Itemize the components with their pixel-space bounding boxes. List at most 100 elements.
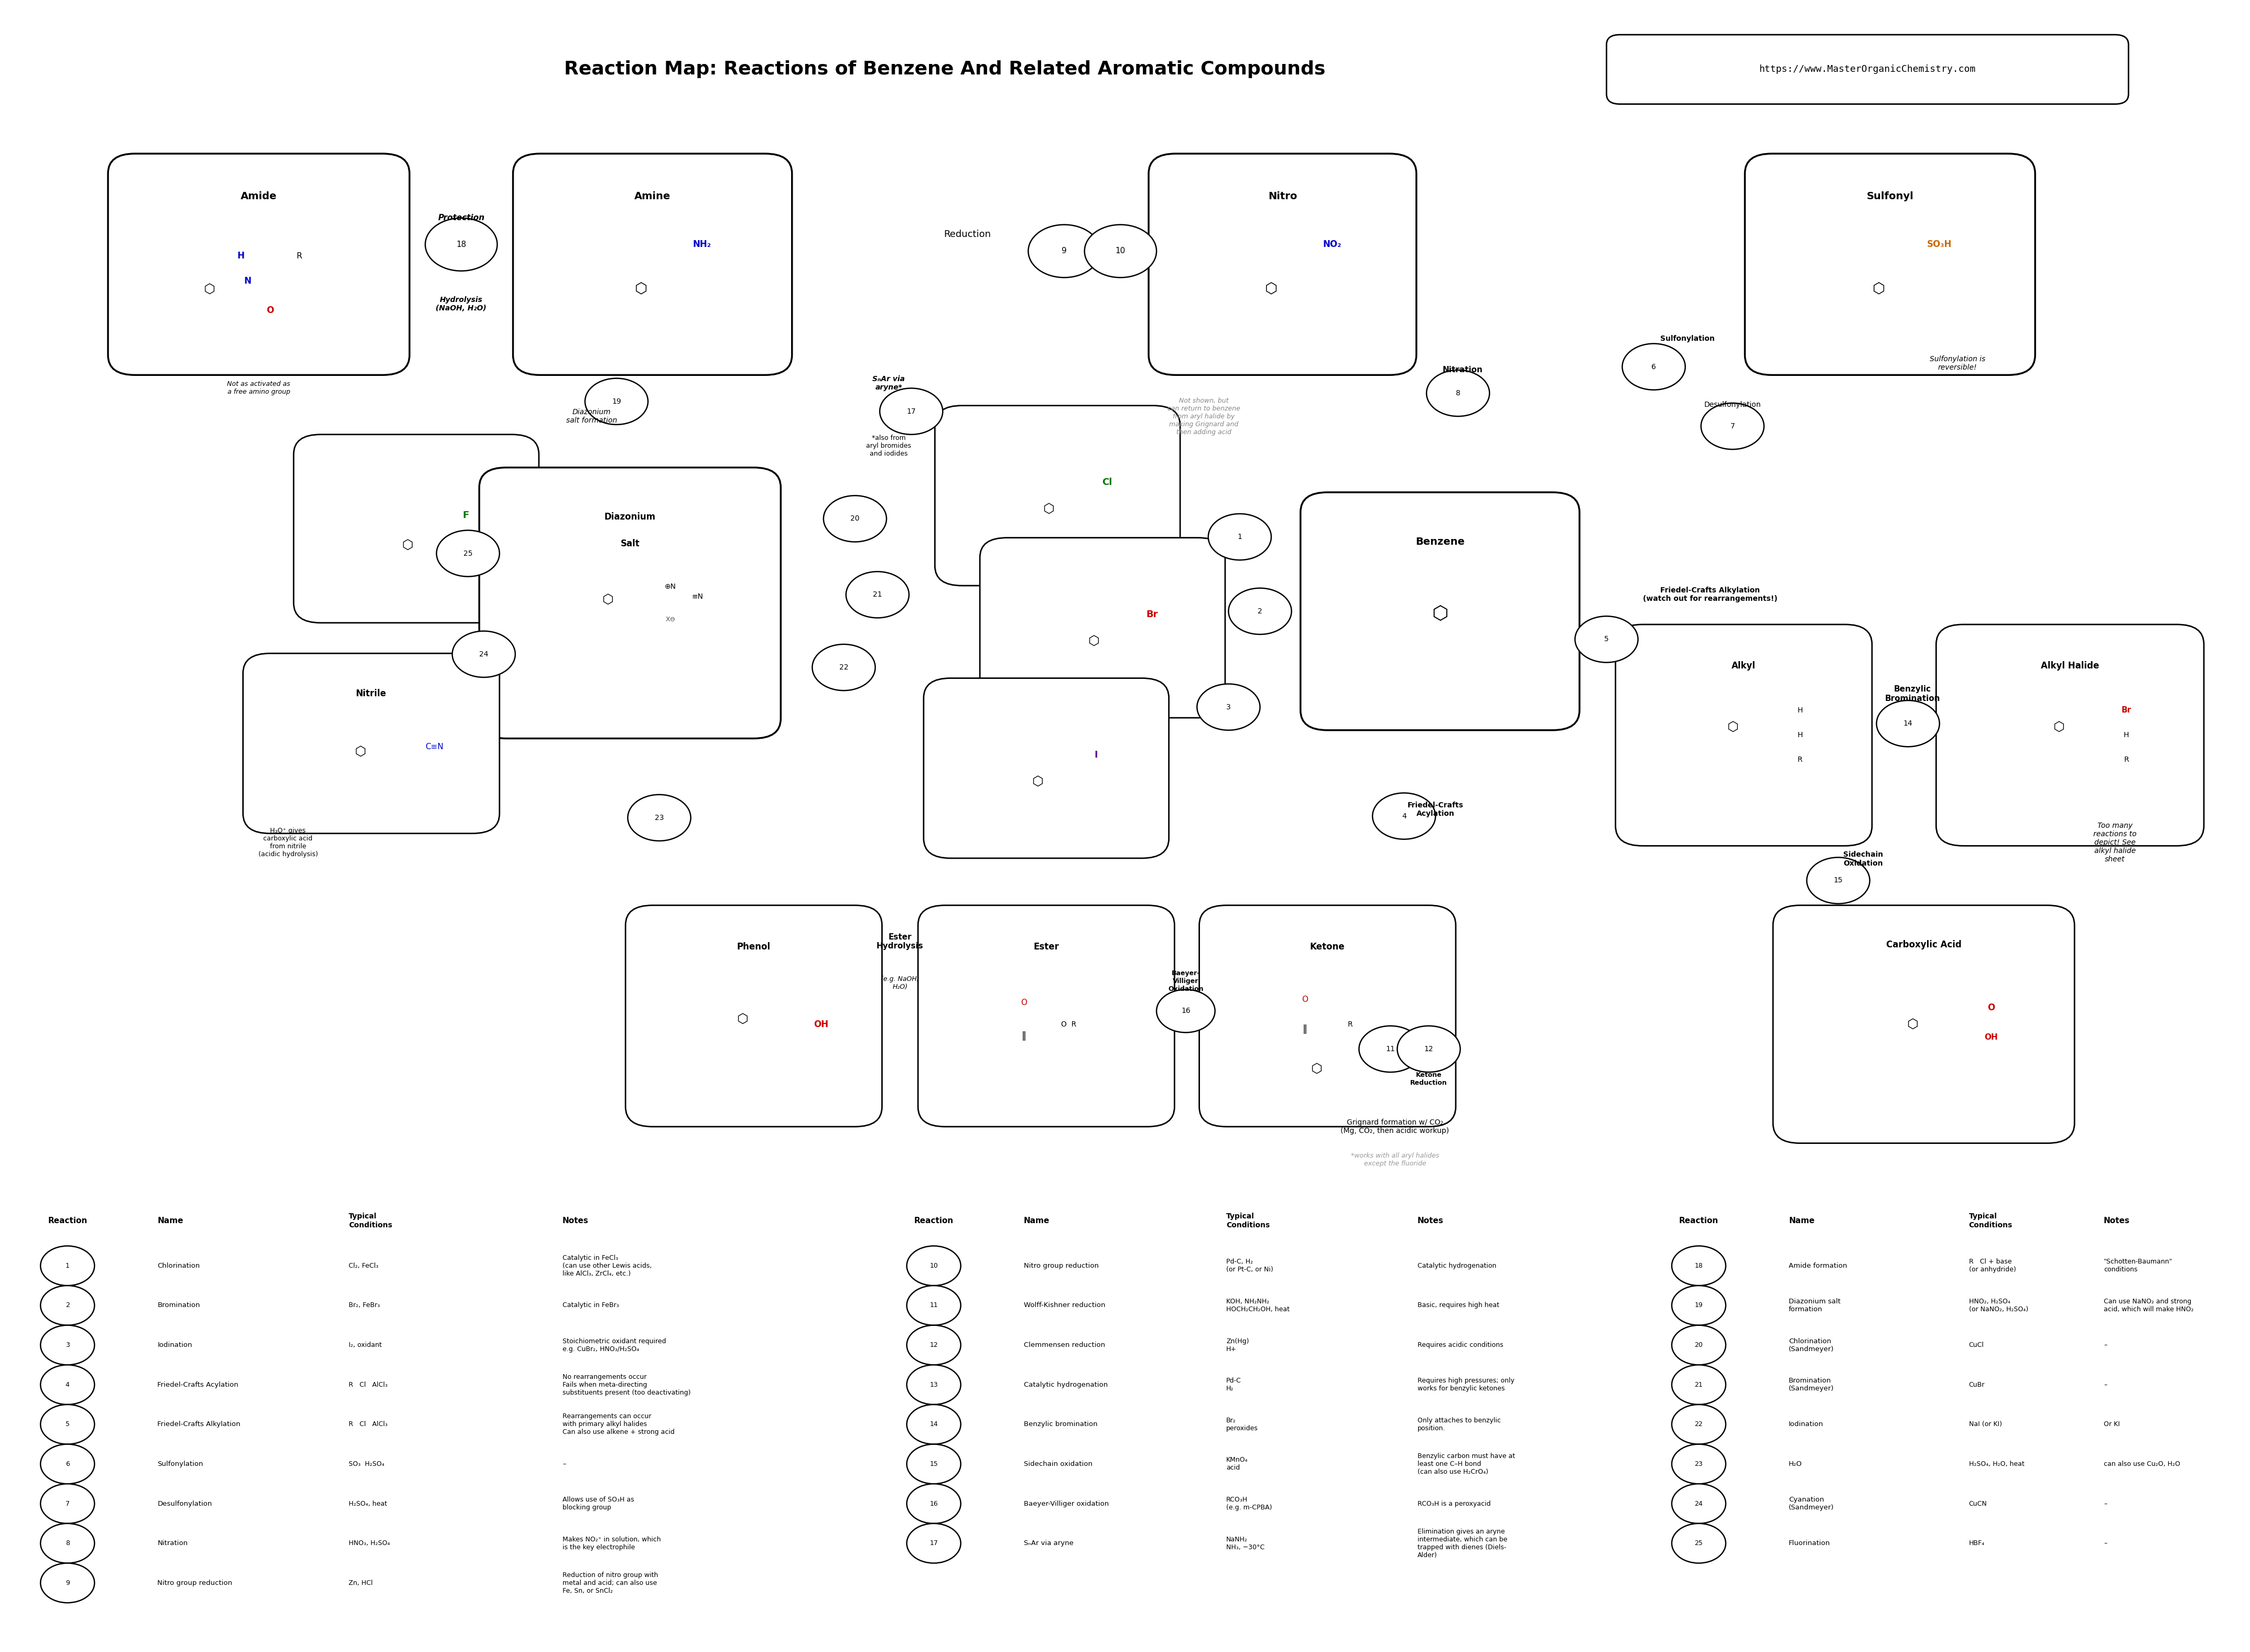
Text: Requires high pressures; only
works for benzylic ketones: Requires high pressures; only works for …	[1418, 1378, 1514, 1393]
Text: OH: OH	[814, 1019, 828, 1029]
Text: Sulfonylation: Sulfonylation	[158, 1460, 202, 1467]
FancyBboxPatch shape	[981, 539, 1224, 717]
Circle shape	[1359, 1026, 1422, 1072]
Text: Reaction: Reaction	[47, 1218, 88, 1224]
Circle shape	[452, 631, 515, 677]
Circle shape	[1672, 1444, 1726, 1483]
Text: Notes: Notes	[1418, 1218, 1444, 1224]
Text: 8: 8	[1456, 390, 1460, 396]
Circle shape	[1575, 616, 1638, 662]
FancyBboxPatch shape	[513, 154, 792, 375]
Text: 10: 10	[929, 1262, 938, 1269]
Circle shape	[1807, 857, 1870, 904]
Circle shape	[824, 496, 886, 542]
Text: Stoichiometric oxidant required
e.g. CuBr₂, HNO₃/H₂SO₄: Stoichiometric oxidant required e.g. CuB…	[562, 1338, 666, 1353]
Text: 17: 17	[907, 408, 916, 415]
Text: Catalytic in FeCl₃
(can use other Lewis acids,
like AlCl₃, ZrCl₄, etc.): Catalytic in FeCl₃ (can use other Lewis …	[562, 1254, 652, 1277]
Text: 14: 14	[929, 1421, 938, 1427]
Circle shape	[907, 1325, 961, 1365]
Circle shape	[40, 1365, 94, 1404]
Circle shape	[1426, 370, 1490, 416]
Circle shape	[40, 1246, 94, 1285]
Text: Benzylic
Bromination: Benzylic Bromination	[1885, 686, 1940, 702]
Text: ‖: ‖	[1021, 1031, 1026, 1041]
Text: 6: 6	[1651, 363, 1656, 370]
Text: Ester: Ester	[1033, 942, 1060, 952]
Circle shape	[40, 1444, 94, 1483]
Text: ⬡: ⬡	[1087, 634, 1100, 648]
Text: 23: 23	[655, 814, 664, 821]
Text: Friedel-Crafts Alkylation
(watch out for rearrangements!): Friedel-Crafts Alkylation (watch out for…	[1642, 586, 1778, 603]
Text: 15: 15	[1834, 877, 1843, 884]
Text: Baeyer-
Villiger
Oxidation: Baeyer- Villiger Oxidation	[1168, 970, 1204, 993]
Circle shape	[1622, 344, 1685, 390]
Circle shape	[1672, 1523, 1726, 1563]
Text: Typical
Conditions: Typical Conditions	[349, 1213, 391, 1229]
Text: can also use Cu₂O, H₂O: can also use Cu₂O, H₂O	[2104, 1460, 2180, 1467]
FancyBboxPatch shape	[1746, 154, 2034, 375]
Text: Too many
reactions to
depict! See
alkyl halide
sheet: Too many reactions to depict! See alkyl …	[2092, 821, 2138, 864]
Text: Ketone
Reduction: Ketone Reduction	[1411, 1072, 1447, 1085]
FancyBboxPatch shape	[626, 905, 882, 1127]
Text: R   Cl   AlCl₃: R Cl AlCl₃	[349, 1381, 387, 1388]
FancyBboxPatch shape	[1199, 905, 1456, 1127]
Text: HBF₄: HBF₄	[1969, 1540, 1984, 1546]
Text: Reduction: Reduction	[945, 230, 990, 240]
Text: Alkyl: Alkyl	[1732, 661, 1755, 671]
Text: ⬡: ⬡	[202, 282, 216, 296]
Text: Carboxylic Acid: Carboxylic Acid	[1885, 940, 1962, 950]
Text: Allows use of SO₃H as
blocking group: Allows use of SO₃H as blocking group	[562, 1497, 634, 1512]
Text: Makes NO₂⁺ in solution, which
is the key electrophile: Makes NO₂⁺ in solution, which is the key…	[562, 1536, 661, 1551]
Text: –: –	[2104, 1540, 2106, 1546]
Text: H: H	[236, 251, 245, 261]
Text: Name: Name	[158, 1218, 184, 1224]
Text: KOH, NH₂NH₂
HOCH₂CH₂OH, heat: KOH, NH₂NH₂ HOCH₂CH₂OH, heat	[1226, 1298, 1289, 1313]
Text: Sidechain
Oxidation: Sidechain Oxidation	[1843, 851, 1883, 867]
Text: Bromination
(Sandmeyer): Bromination (Sandmeyer)	[1789, 1378, 1834, 1393]
Text: Protection: Protection	[439, 215, 484, 221]
Text: 11: 11	[1386, 1046, 1395, 1052]
Circle shape	[40, 1404, 94, 1444]
Text: SO₃  H₂SO₄: SO₃ H₂SO₄	[349, 1460, 385, 1467]
Text: SₙAr via
aryne*: SₙAr via aryne*	[873, 375, 904, 392]
Circle shape	[1197, 684, 1260, 730]
Text: 19: 19	[612, 398, 621, 405]
Text: Chlorination
(Sandmeyer): Chlorination (Sandmeyer)	[1789, 1338, 1834, 1353]
Text: Reaction Map: Reactions of Benzene And Related Aromatic Compounds: Reaction Map: Reactions of Benzene And R…	[565, 61, 1325, 78]
Text: R: R	[2124, 757, 2128, 763]
Text: 5: 5	[65, 1421, 70, 1427]
Text: Not as activated as
a free amino group: Not as activated as a free amino group	[227, 382, 290, 395]
Text: SₙAr via aryne: SₙAr via aryne	[1024, 1540, 1073, 1546]
Text: Basic, requires high heat: Basic, requires high heat	[1418, 1302, 1498, 1308]
Text: Benzylic bromination: Benzylic bromination	[1024, 1421, 1098, 1427]
Text: Diazonium salt
formation: Diazonium salt formation	[1789, 1298, 1840, 1313]
FancyBboxPatch shape	[243, 653, 500, 833]
Text: Bromination: Bromination	[158, 1302, 200, 1308]
FancyBboxPatch shape	[1606, 35, 2128, 104]
Circle shape	[1672, 1365, 1726, 1404]
Text: N: N	[243, 276, 252, 286]
Text: ⊕N: ⊕N	[664, 583, 677, 590]
Circle shape	[1701, 403, 1764, 449]
Text: –: –	[2104, 1381, 2106, 1388]
Text: ⬡: ⬡	[400, 539, 414, 552]
Text: No rearrangements occur
Fails when meta-directing
substituents present (too deac: No rearrangements occur Fails when meta-…	[562, 1373, 691, 1396]
Text: CuCN: CuCN	[1969, 1500, 1987, 1507]
Text: NO₂: NO₂	[1323, 240, 1341, 249]
FancyBboxPatch shape	[292, 434, 540, 623]
Circle shape	[1228, 588, 1291, 634]
Text: 10: 10	[1116, 248, 1125, 254]
Text: Zn(Hg)
H+: Zn(Hg) H+	[1226, 1338, 1249, 1353]
FancyBboxPatch shape	[918, 905, 1174, 1127]
Circle shape	[1028, 225, 1100, 278]
Text: ⬡: ⬡	[1431, 606, 1449, 623]
Text: 5: 5	[1604, 636, 1609, 643]
Circle shape	[907, 1365, 961, 1404]
Text: Fluorination: Fluorination	[1789, 1540, 1829, 1546]
Text: Pd-C, H₂
(or Pt-C, or Ni): Pd-C, H₂ (or Pt-C, or Ni)	[1226, 1259, 1273, 1274]
FancyBboxPatch shape	[1773, 905, 2074, 1143]
Text: HNO₂, H₂SO₄
(or NaNO₂, H₂SO₄): HNO₂, H₂SO₄ (or NaNO₂, H₂SO₄)	[1969, 1298, 2027, 1313]
Text: Nitration: Nitration	[1442, 367, 1483, 373]
Text: ≡N: ≡N	[691, 593, 704, 600]
Text: Cl₂, FeCl₃: Cl₂, FeCl₃	[349, 1262, 378, 1269]
